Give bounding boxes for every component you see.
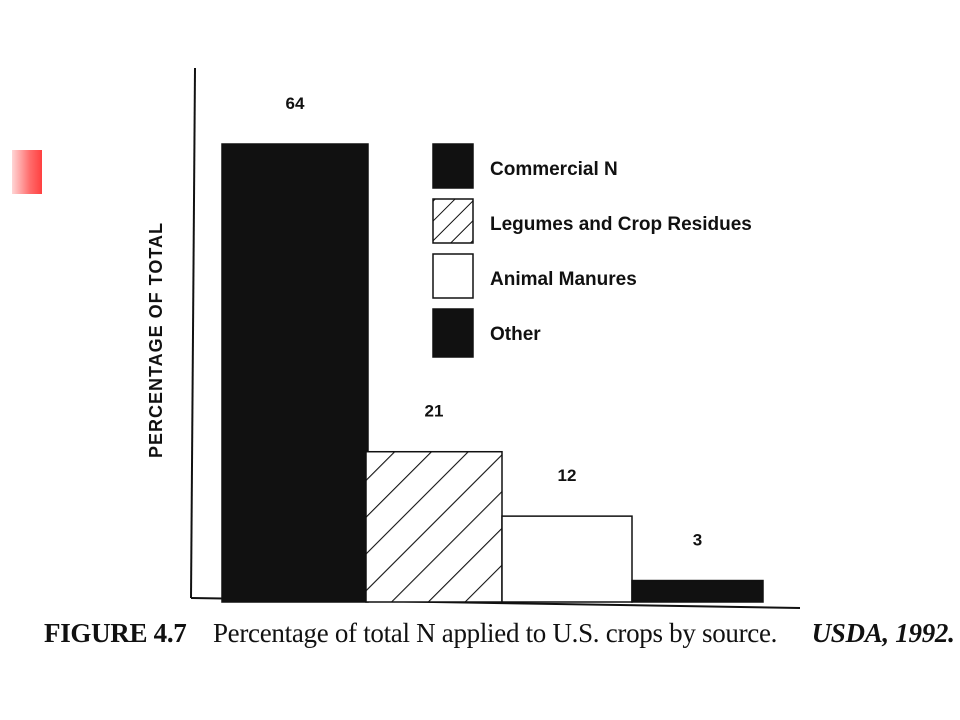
y-axis-label: PERCENTAGE OF TOTAL bbox=[146, 222, 166, 458]
data-label-commercial-n: 64 bbox=[286, 94, 305, 113]
legend-swatch-legumes-and-crop-residues bbox=[432, 198, 474, 244]
legend-label-commercial-n: Commercial N bbox=[490, 159, 618, 180]
bar-animal-manures bbox=[501, 515, 633, 603]
data-label-other: 3 bbox=[693, 531, 702, 550]
bar-other bbox=[631, 579, 764, 603]
y-axis-line bbox=[190, 67, 196, 599]
legend-swatch-other bbox=[432, 308, 474, 358]
legend-label-other: Other bbox=[490, 324, 541, 345]
legend-swatch-commercial-n bbox=[432, 143, 474, 189]
data-label-animal-manures: 12 bbox=[558, 466, 577, 485]
legend-label-legumes-and-crop-residues: Legumes and Crop Residues bbox=[490, 214, 752, 235]
caption-source: USDA, 1992. bbox=[811, 618, 955, 648]
decorative-red-marker bbox=[12, 150, 42, 194]
legend-label-animal-manures: Animal Manures bbox=[490, 269, 637, 290]
figure-caption: FIGURE 4.7 Percentage of total N applied… bbox=[44, 618, 955, 666]
caption-figure-number: FIGURE 4.7 bbox=[44, 618, 187, 648]
bar-chart: PERCENTAGE OF TOTAL 64 21 12 3 Commercial N… bbox=[146, 67, 801, 609]
data-label-legumes-and-crop-residues: 21 bbox=[425, 402, 444, 421]
bars-group bbox=[221, 143, 764, 603]
legend: Commercial N Legumes and Crop Residues Ani… bbox=[432, 143, 752, 358]
data-labels-group: 64 21 12 3 bbox=[286, 94, 703, 550]
caption-text: Percentage of total N applied to U.S. cr… bbox=[212, 618, 778, 648]
bar-legumes-and-crop-residues bbox=[365, 450, 503, 603]
legend-swatch-animal-manures bbox=[432, 253, 474, 299]
bar-commercial-n bbox=[221, 143, 369, 603]
